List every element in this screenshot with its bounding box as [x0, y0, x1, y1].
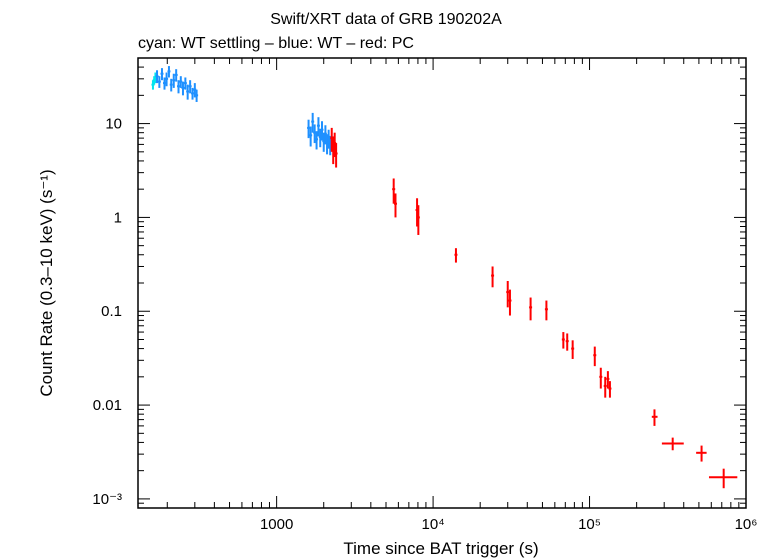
- data-point: [651, 409, 658, 426]
- data-point: [155, 70, 159, 84]
- data-point: [162, 77, 166, 90]
- data-point: [174, 69, 178, 82]
- data-point: [334, 143, 338, 168]
- chart-subtitle: cyan: WT settling – blue: WT – red: PC: [138, 35, 414, 52]
- data-point: [561, 332, 565, 349]
- data-point: [169, 78, 173, 92]
- data-point: [506, 281, 510, 308]
- y-tick-label: 1: [114, 209, 122, 226]
- data-point: [186, 84, 190, 100]
- chart-title: Swift/XRT data of GRB 190202A: [270, 11, 502, 28]
- data-point: [606, 371, 610, 389]
- data-point: [316, 117, 320, 137]
- data-point: [593, 346, 597, 367]
- data-point: [393, 193, 397, 218]
- data-point: [315, 131, 319, 150]
- series-wt-settling: [151, 72, 157, 90]
- data-point: [571, 340, 575, 359]
- axis-ticks: [138, 57, 747, 509]
- data-point: [181, 81, 185, 96]
- data-point: [307, 119, 311, 139]
- x-tick-label: 10⁵: [578, 516, 601, 533]
- data-point: [320, 121, 324, 141]
- y-axis-label: Count Rate (0.3–10 keV) (s⁻¹): [37, 169, 56, 396]
- data-point: [696, 445, 707, 462]
- data-point: [167, 66, 171, 78]
- x-tick-labels: 1000 10⁴ 10⁵ 10⁶: [260, 516, 757, 533]
- data-series: [151, 66, 738, 489]
- data-point: [188, 80, 192, 94]
- data-point: [195, 89, 199, 102]
- data-point: [661, 437, 684, 451]
- plot-frame: [137, 57, 747, 509]
- y-tick-label: 10⁻³: [92, 491, 122, 508]
- data-point: [323, 125, 327, 145]
- data-point: [603, 376, 607, 398]
- data-point: [508, 289, 512, 316]
- data-point: [157, 76, 161, 88]
- y-tick-labels: 10 1 0.1 0.01 10⁻³: [92, 116, 122, 508]
- data-point: [599, 367, 603, 389]
- data-point: [416, 205, 420, 235]
- data-point: [454, 248, 458, 263]
- data-point: [565, 333, 569, 351]
- data-point: [183, 77, 187, 90]
- x-tick-label: 10⁴: [422, 516, 445, 533]
- data-point: [708, 468, 738, 489]
- data-point: [172, 73, 176, 88]
- data-point: [177, 80, 181, 94]
- x-axis-label: Time since BAT trigger (s): [343, 539, 538, 558]
- data-point: [179, 76, 183, 88]
- data-point: [191, 87, 195, 100]
- data-point: [165, 72, 169, 87]
- data-point: [544, 300, 548, 321]
- data-point: [309, 126, 313, 147]
- data-point: [608, 381, 612, 398]
- data-point: [529, 297, 533, 321]
- x-tick-label: 1000: [260, 516, 293, 533]
- series-wt: [155, 66, 332, 156]
- x-tick-label: 10⁶: [735, 516, 758, 533]
- data-point: [491, 266, 495, 288]
- y-tick-label: 10: [105, 116, 122, 133]
- series-pc: [330, 127, 738, 489]
- data-point: [160, 68, 164, 81]
- y-tick-label: 0.1: [101, 303, 122, 320]
- y-tick-label: 0.01: [93, 397, 122, 414]
- data-point: [392, 178, 396, 204]
- data-point: [311, 112, 315, 133]
